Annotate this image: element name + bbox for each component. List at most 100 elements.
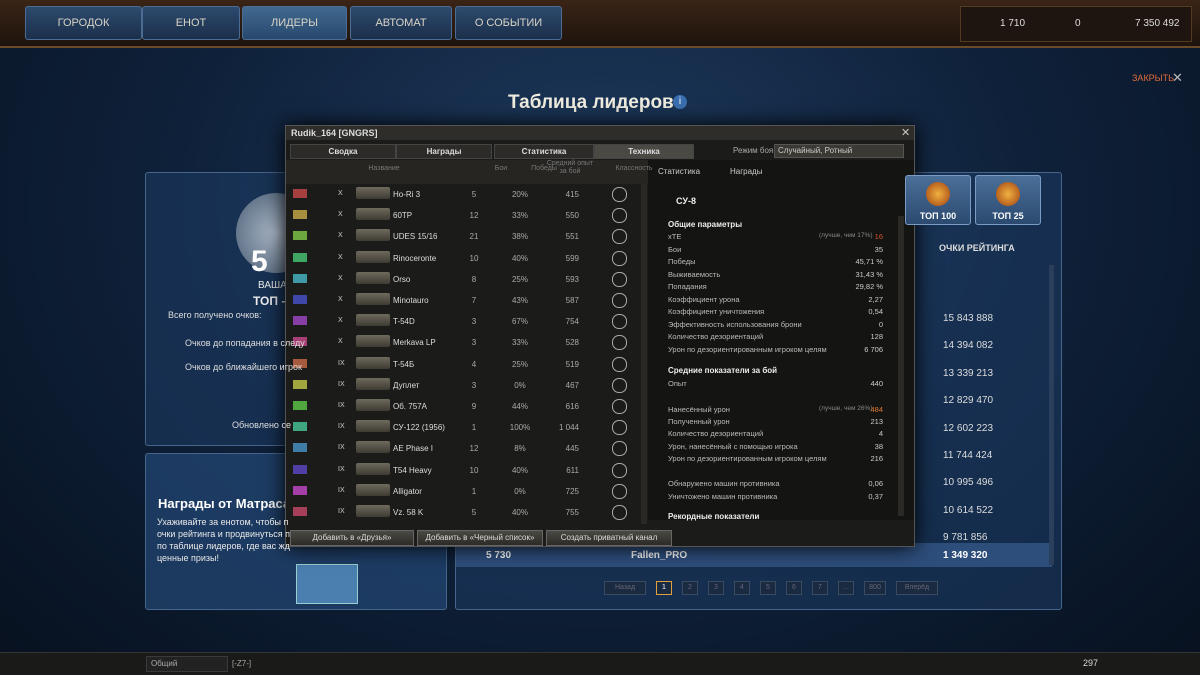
tank-image xyxy=(356,250,390,263)
tier: X xyxy=(338,317,343,325)
player-line: Всего получено очков: xyxy=(168,310,262,320)
stat-value: 29,82 % xyxy=(855,282,883,291)
vehicle-wins: 33% xyxy=(511,338,528,348)
vehicle-battles: 9 xyxy=(471,402,477,411)
nav-tab[interactable]: АВТОМАТ xyxy=(350,6,452,40)
vehicle-wins: 33% xyxy=(511,211,528,221)
close-button[interactable]: ЗАКРЫТЬ xyxy=(1132,73,1175,83)
filter-label[interactable]: ТОП 25 xyxy=(992,211,1024,221)
flag xyxy=(293,231,307,241)
stat-value: 484 xyxy=(870,405,883,414)
rewards-line: очки рейтинга и продвинуться п xyxy=(157,529,291,539)
page-button[interactable]: Назад xyxy=(604,581,646,595)
dialog-tab[interactable]: Награды xyxy=(396,144,492,159)
action-button[interactable]: Добавить в «Черный список» xyxy=(417,530,543,546)
page-button[interactable]: 6 xyxy=(786,581,802,595)
score: 14 394 082 xyxy=(943,340,994,352)
page-button[interactable]: 1 xyxy=(656,581,672,595)
vehicle-name: 60TP xyxy=(393,211,413,221)
channel-box[interactable] xyxy=(146,656,228,672)
stat-note: (лучше, чем 26%) xyxy=(819,405,873,412)
flag xyxy=(293,252,307,262)
filter-button[interactable]: ТОП 100 xyxy=(905,175,971,225)
tank-image xyxy=(356,377,390,390)
vehicle-wins: 25% xyxy=(511,359,528,369)
section-title: Средние показатели за бой xyxy=(668,366,778,375)
dialog-title: Rudik_164 [GNGRS] xyxy=(291,128,378,138)
page-button[interactable]: Вперёд xyxy=(896,581,938,595)
mode-select[interactable] xyxy=(774,144,904,158)
flag xyxy=(293,316,307,326)
action-button[interactable]: Создать приватный канал xyxy=(546,530,672,546)
tank-image xyxy=(356,187,390,199)
mastery-badge xyxy=(612,208,627,224)
vehicle-xp: 725 xyxy=(565,486,579,496)
vehicle-xp: 445 xyxy=(565,444,579,454)
vehicle-wins: 20% xyxy=(511,190,528,199)
flag xyxy=(293,273,307,283)
tier: X xyxy=(338,253,343,261)
flag xyxy=(293,358,307,368)
vehicle-battles: 3 xyxy=(471,317,477,327)
mode-value[interactable]: Случайный, Ротный xyxy=(778,146,853,155)
channel[interactable]: Общий xyxy=(151,659,178,668)
stats-scrollbar[interactable] xyxy=(898,216,904,516)
filter-button[interactable]: ТОП 25 xyxy=(975,175,1041,225)
score: 13 339 213 xyxy=(943,367,994,379)
vehicle-xp: 415 xyxy=(565,190,579,199)
filter-label[interactable]: ТОП 100 xyxy=(919,211,957,221)
page-button[interactable]: 5 xyxy=(760,581,776,595)
dialog-tab[interactable]: Статистика xyxy=(494,144,594,159)
stat-label: Урон по дезориентированным игроком целям xyxy=(668,454,827,463)
mastery-badge xyxy=(612,250,627,266)
dialog-close[interactable]: ✕ xyxy=(901,127,911,139)
vehicle-xp: 593 xyxy=(565,274,579,284)
flag xyxy=(293,189,307,198)
dialog-tab[interactable]: Сводка xyxy=(290,144,396,159)
stats-tab[interactable]: Статистика xyxy=(658,167,701,176)
medal xyxy=(996,182,1020,206)
vehicle-xp: 754 xyxy=(565,317,579,327)
mastery-badge xyxy=(612,271,627,287)
mastery-badge xyxy=(612,293,627,308)
page-button[interactable]: 800 xyxy=(864,581,886,595)
nav-tab[interactable]: ЛИДЕРЫ xyxy=(242,6,347,40)
info-icon[interactable]: i xyxy=(673,95,687,109)
vehicle-name: Об. 757А xyxy=(393,402,427,411)
stat-value: 38 xyxy=(874,442,883,451)
score: 11 744 424 xyxy=(943,450,993,461)
tank-image xyxy=(356,420,390,433)
stats-tab[interactable]: Награды xyxy=(730,167,763,176)
clan[interactable]: [-Z7-] xyxy=(232,659,252,668)
section-title: Рекордные показатели xyxy=(668,512,760,521)
scrollbar[interactable] xyxy=(1049,265,1054,565)
tank-image xyxy=(356,208,390,221)
vehicle-xp: 755 xyxy=(565,508,579,517)
nav-tab[interactable]: ЕНОТ xyxy=(142,6,240,40)
currency: 1 710 xyxy=(1000,18,1026,29)
vehicle-xp: 599 xyxy=(565,253,579,263)
stat-value: 4 xyxy=(878,429,883,438)
own-row xyxy=(456,543,1052,567)
page-button[interactable]: ... xyxy=(838,581,854,595)
stat-value: 6 706 xyxy=(864,344,883,354)
vehicle-xp: 519 xyxy=(565,359,579,369)
stat-label: Победы xyxy=(668,257,696,266)
mastery-badge xyxy=(612,462,627,478)
nav-tab[interactable]: О СОБЫТИИ xyxy=(455,6,562,40)
page-button[interactable]: 2 xyxy=(682,581,698,595)
close-x[interactable]: ✕ xyxy=(1172,70,1183,85)
currency: 7 350 492 xyxy=(1135,18,1180,29)
mastery-badge xyxy=(612,377,627,393)
vehicle-battles: 21 xyxy=(469,232,479,242)
page-button[interactable]: 4 xyxy=(734,581,750,595)
nav-tab[interactable]: ГОРОДОК xyxy=(25,6,142,40)
tank-image xyxy=(356,293,390,305)
vehicle-name: T-54D xyxy=(393,317,415,327)
page-button[interactable]: 3 xyxy=(708,581,724,595)
table-scrollbar[interactable] xyxy=(641,184,647,524)
flag xyxy=(293,507,307,516)
page-button[interactable]: 7 xyxy=(812,581,828,595)
action-button[interactable]: Добавить в «Друзья» xyxy=(290,530,414,546)
dialog-tab[interactable]: Техника xyxy=(594,144,694,159)
